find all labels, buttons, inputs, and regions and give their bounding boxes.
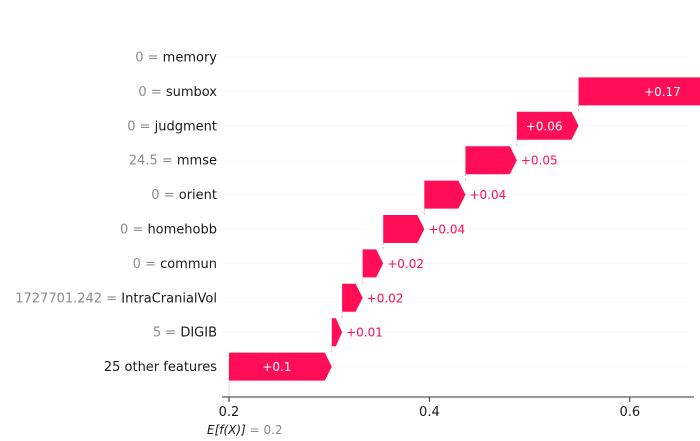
feature-name: IntraCranialVol <box>121 291 217 306</box>
feature-label: 0 = homehobb <box>120 223 217 238</box>
base-label: E[f(X)] <box>207 423 246 437</box>
feature-label: 0 = sumbox <box>138 85 217 100</box>
feature-label: 0 = orient <box>151 188 217 203</box>
base-value: 0.2 <box>263 423 282 437</box>
bar-value-label: +0.05 <box>521 154 558 168</box>
feature-name: mmse <box>177 154 217 169</box>
bar-value-label: +0.04 <box>428 223 465 237</box>
feature-value: 0 <box>151 188 159 203</box>
bar-homehobb <box>383 215 425 243</box>
feature-value: 1727701.242 <box>15 291 102 306</box>
feature-label: 0 = commun <box>133 257 217 272</box>
bar-value-label: +0.04 <box>469 188 506 202</box>
feature-name: homehobb <box>147 223 217 238</box>
bar-intracranialvol <box>342 283 363 312</box>
bar-commun <box>362 249 384 278</box>
base-value-label: E[f(X)] = 0.2 <box>207 423 283 437</box>
x-tick-label: 0.6 <box>619 405 640 420</box>
feature-value: 24.5 <box>129 154 158 169</box>
feature-name: DIGIB <box>180 326 217 341</box>
feature-name: commun <box>160 257 217 272</box>
bar-sumbox <box>578 77 700 106</box>
feature-name: 25 other features <box>104 360 217 375</box>
feature-value: 0 <box>127 119 135 134</box>
feature-name: sumbox <box>166 85 217 100</box>
feature-label: 25 other features <box>104 360 217 375</box>
x-tick-label: 0.2 <box>219 405 240 420</box>
feature-label: 5 = DIGIB <box>153 326 217 341</box>
bar-value-label: +0.02 <box>387 257 424 271</box>
bar-judgment <box>516 111 579 140</box>
feature-name: judgment <box>154 119 217 134</box>
feature-label: 0 = judgment <box>127 119 217 134</box>
feature-value: 0 <box>120 223 128 238</box>
feature-value: 0 <box>133 257 141 272</box>
bar-value-label: +0.17 <box>644 85 681 99</box>
bar-value-label: +0.02 <box>367 291 404 305</box>
feature-label: 24.5 = mmse <box>129 154 217 169</box>
feature-value: 0 <box>138 85 146 100</box>
feature-value: 0 <box>135 51 143 66</box>
x-tick-label: 0.4 <box>419 405 440 420</box>
bar-value-label: +0.1 <box>262 360 291 374</box>
feature-label: 0 = memory <box>135 51 217 66</box>
feature-name: orient <box>179 188 217 203</box>
feature-name: memory <box>163 51 218 66</box>
bar-orient <box>424 180 466 209</box>
feature-value: 5 <box>153 326 161 341</box>
feature-label: 1727701.242 = IntraCranialVol <box>15 291 217 306</box>
bar-value-label: +0.01 <box>346 326 383 340</box>
bar-25-other-features <box>229 352 332 381</box>
bar-mmse <box>465 146 517 175</box>
bar-value-label: +0.06 <box>526 119 563 133</box>
bar-digib <box>331 318 343 347</box>
